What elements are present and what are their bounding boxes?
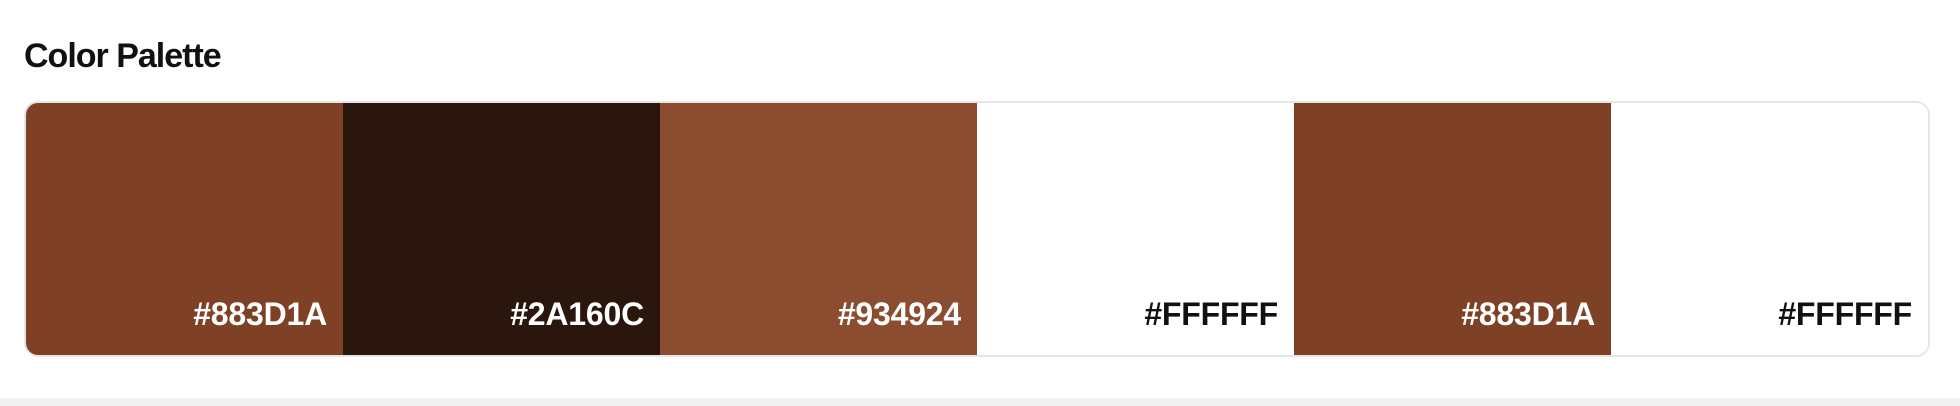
swatch-hex-label: #FFFFFF <box>1144 296 1278 332</box>
color-swatch[interactable]: #934924 <box>660 103 977 355</box>
color-swatch[interactable]: #883D1A <box>26 103 343 355</box>
swatch-hex-label: #883D1A <box>193 296 327 332</box>
color-swatch[interactable]: #FFFFFF <box>977 103 1294 355</box>
swatch-hex-label: #934924 <box>837 296 961 332</box>
swatch-hex-label: #883D1A <box>1461 296 1595 332</box>
color-swatch[interactable]: #2A160C <box>343 103 660 355</box>
page-title: Color Palette <box>24 37 222 75</box>
color-palette: #883D1A #2A160C #934924 #FFFFFF #883D1A … <box>24 101 1930 357</box>
color-swatch[interactable]: #883D1A <box>1294 103 1611 355</box>
footer-band <box>0 398 1960 406</box>
swatch-hex-label: #2A160C <box>510 296 644 332</box>
color-swatch[interactable]: #FFFFFF <box>1611 103 1928 355</box>
swatch-hex-label: #FFFFFF <box>1778 296 1912 332</box>
